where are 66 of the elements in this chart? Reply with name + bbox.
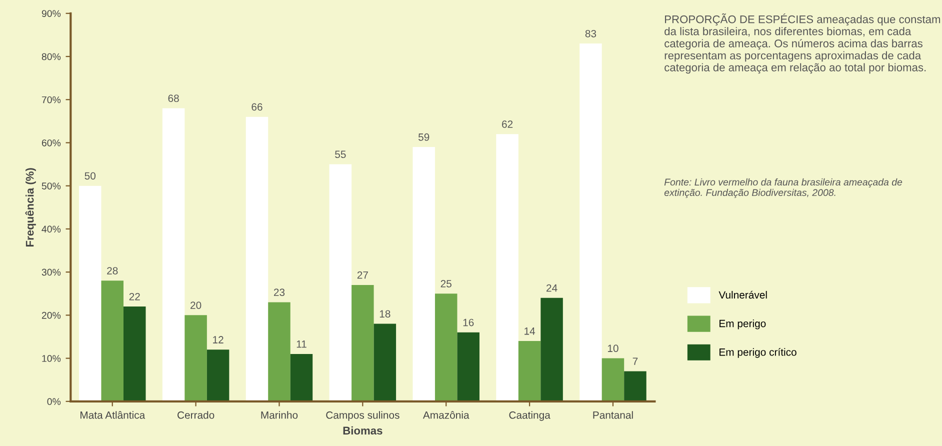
x-tick-label: Campos sulinos <box>326 411 400 421</box>
bar <box>374 324 396 402</box>
data-label: 62 <box>502 120 513 128</box>
bar <box>457 332 480 402</box>
bar <box>162 108 185 402</box>
x-tick-label: Caatinga <box>509 411 550 421</box>
data-label: 59 <box>418 133 430 141</box>
data-label: 18 <box>380 310 390 318</box>
x-tick-label: Mata Atlântica <box>80 411 146 419</box>
data-label: 68 <box>168 94 179 102</box>
text: PROPORÇÃO DE ESPÉCIES ameaçadas que constam da lista brasileira, nos diferentes biomas, em cada categoria de ameaça. Os números acima das barras representam as porcentagens aproximadas de cada categoria de ameaça em relação ao total por biomas. <box>664 13 940 74</box>
bar <box>268 302 290 402</box>
y-tick-label: 30% <box>42 268 61 276</box>
data-label: 7 <box>632 358 638 365</box>
bar <box>206 350 230 402</box>
bar <box>290 354 313 402</box>
data-label: 27 <box>357 271 368 279</box>
y-tick-label: 90% <box>42 10 61 17</box>
data-label: 23 <box>274 288 285 296</box>
bar <box>602 358 624 402</box>
legend-label: Em perigo <box>720 320 766 330</box>
y-tick-label: 50% <box>42 182 61 190</box>
x-axis-title: Biomas <box>343 426 382 435</box>
y-tick-label: 70% <box>42 96 61 104</box>
y-tick-label: 60% <box>42 139 61 146</box>
bar <box>580 44 602 402</box>
data-label: 55 <box>335 150 346 158</box>
data-label: 22 <box>129 292 140 300</box>
data-label: 66 <box>252 103 262 111</box>
bar <box>123 306 146 402</box>
data-label: 10 <box>608 344 618 352</box>
bar <box>101 280 124 402</box>
y-tick-label: 20% <box>42 312 61 319</box>
bar <box>434 294 458 402</box>
bar <box>329 164 352 402</box>
data-label: 12 <box>213 336 224 344</box>
bar <box>352 284 374 402</box>
data-label: 25 <box>440 280 452 288</box>
y-axis-title: Frequência (%) <box>25 168 36 246</box>
data-label: 16 <box>463 318 474 326</box>
bar <box>624 371 646 402</box>
data-label: 83 <box>585 30 596 38</box>
data-label: 50 <box>84 172 96 180</box>
data-label: 28 <box>107 267 118 274</box>
y-tick-label: 10% <box>42 355 61 362</box>
data-label: 24 <box>546 284 558 292</box>
bar <box>518 341 541 402</box>
x-tick-label: Amazônia <box>422 411 470 419</box>
x-tick-label: Cerrado <box>178 411 214 419</box>
legend-label: Em perigo crítico <box>720 348 796 358</box>
data-label: 14 <box>524 328 536 335</box>
y-tick-label: 0% <box>47 398 61 406</box>
bar <box>496 134 518 402</box>
y-tick-label: 40% <box>42 226 61 233</box>
y-tick-label: 80% <box>42 53 61 60</box>
bar <box>412 147 435 402</box>
bar <box>246 116 268 402</box>
x-tick-label: Pantanal <box>593 411 633 419</box>
source-note: Fonte: Livro vermelho da fauna brasileira ameaçada de extinção. Fundação Biodiversitas, 2008. <box>664 178 902 198</box>
data-label: 20 <box>190 302 202 309</box>
bar <box>184 315 207 402</box>
legend-label: Vulnerável <box>718 290 767 299</box>
data-label: 11 <box>296 340 306 348</box>
bar <box>540 298 563 402</box>
bar <box>78 186 102 402</box>
x-tick-label: Marinho <box>261 411 298 419</box>
